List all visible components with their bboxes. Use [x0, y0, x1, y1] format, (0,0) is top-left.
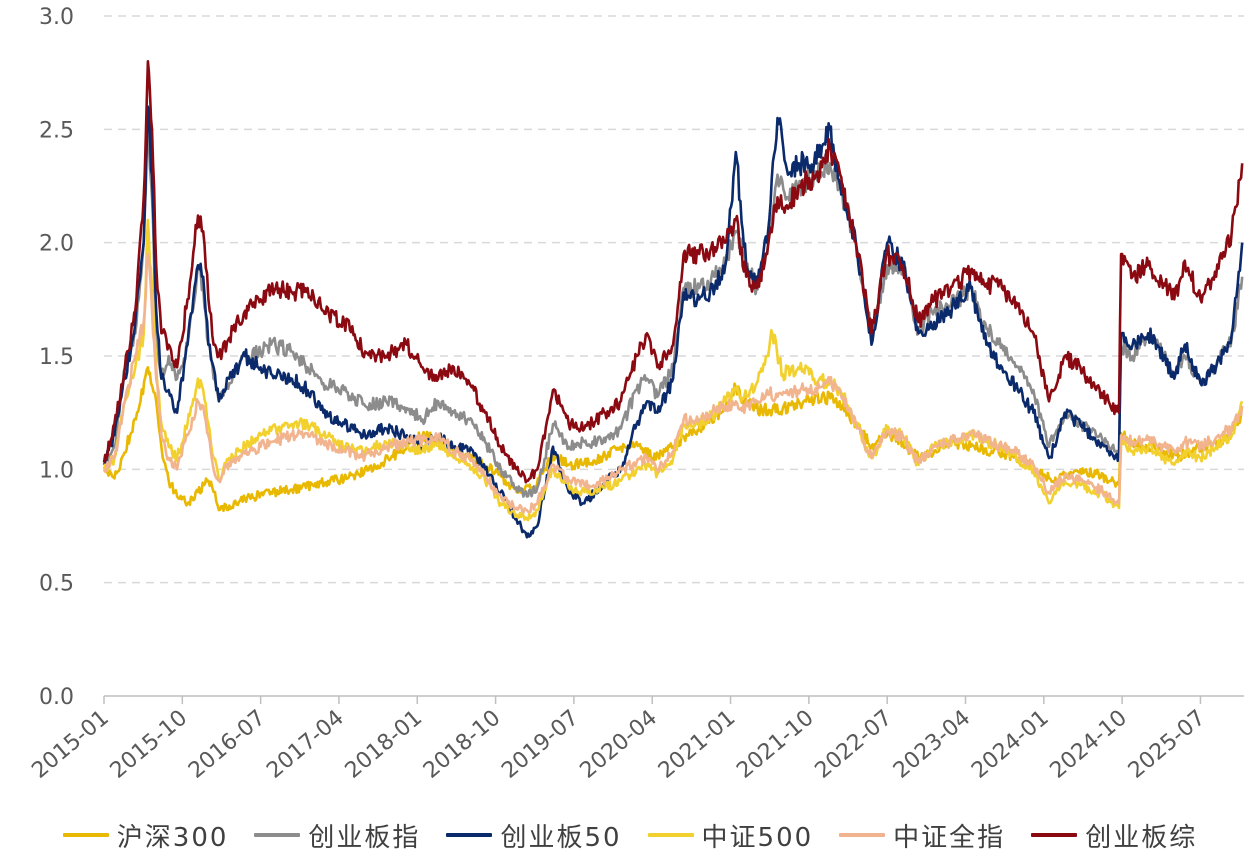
- y-tick-label: 3.0: [39, 5, 74, 30]
- legend-label: 沪深300: [116, 822, 229, 853]
- x-tick-label: 2023-04: [889, 705, 975, 783]
- x-tick-label: 2024-10: [1046, 705, 1132, 783]
- x-tick-label: 2015-01: [27, 705, 113, 783]
- legend-label: 创业板综: [1085, 822, 1198, 853]
- legend-item: 创业板指: [254, 817, 420, 854]
- x-tick-label: 2020-04: [576, 705, 662, 783]
- legend-label: 中证全指: [893, 822, 1006, 853]
- x-tick-label: 2019-07: [497, 705, 583, 783]
- legend-swatch: [647, 833, 694, 837]
- legend-swatch: [446, 833, 493, 837]
- y-tick-label: 0.0: [39, 685, 74, 710]
- x-tick-label: 2021-10: [732, 705, 818, 783]
- x-tick-label: 2018-10: [419, 705, 505, 783]
- x-axis: [103, 695, 1244, 704]
- series-line-2: [102, 105, 1244, 539]
- line-chart: 0.0 0.5 1.0 1.5 2.0 2.5 3.0 2015-012015-102016…: [27, 5, 1244, 784]
- x-tick-label: 2015-10: [106, 705, 192, 783]
- series-line-5: [102, 59, 1244, 484]
- legend-swatch: [1031, 833, 1078, 837]
- y-tick-label: 2.5: [39, 118, 74, 143]
- x-tick-label: 2024-01: [967, 705, 1053, 783]
- y-tick-label: 2.0: [39, 232, 74, 257]
- legend-label: 创业板50: [500, 822, 622, 853]
- legend-item: 创业板50: [446, 817, 621, 854]
- legend: 沪深300 创业板指 创业板50 中证500 中证全指 创业板综: [0, 812, 1260, 858]
- y-tick-label: 1.0: [39, 458, 74, 483]
- x-tick-label: 2018-01: [341, 705, 427, 783]
- legend-item: 创业板综: [1031, 817, 1197, 854]
- series-line-4: [102, 252, 1244, 514]
- legend-item: 中证500: [647, 817, 814, 854]
- x-tick-label: 2025-07: [1124, 705, 1210, 783]
- legend-swatch: [254, 833, 301, 837]
- legend-swatch: [839, 833, 886, 837]
- y-tick-label: 0.5: [39, 572, 74, 597]
- legend-label: 创业板指: [308, 822, 421, 853]
- series-lines: [102, 59, 1244, 539]
- series-line-1: [102, 116, 1244, 498]
- y-tick-label: 1.5: [39, 345, 74, 370]
- legend-item: 中证全指: [839, 817, 1005, 854]
- grid-lines: [104, 15, 1244, 584]
- x-axis-ticks: 2015-012015-102016-072017-042018-012018-…: [27, 705, 1210, 783]
- x-tick-label: 2017-04: [262, 705, 348, 783]
- x-tick-label: 2021-01: [654, 705, 740, 783]
- legend-item: 沪深300: [62, 817, 229, 854]
- x-tick-label: 2016-07: [184, 705, 270, 783]
- legend-label: 中证500: [701, 822, 814, 853]
- legend-swatch: [62, 833, 109, 837]
- x-tick-label: 2022-07: [811, 705, 897, 783]
- y-axis-ticks: 0.0 0.5 1.0 1.5 2.0 2.5 3.0: [39, 5, 74, 710]
- series-line-3: [102, 218, 1244, 522]
